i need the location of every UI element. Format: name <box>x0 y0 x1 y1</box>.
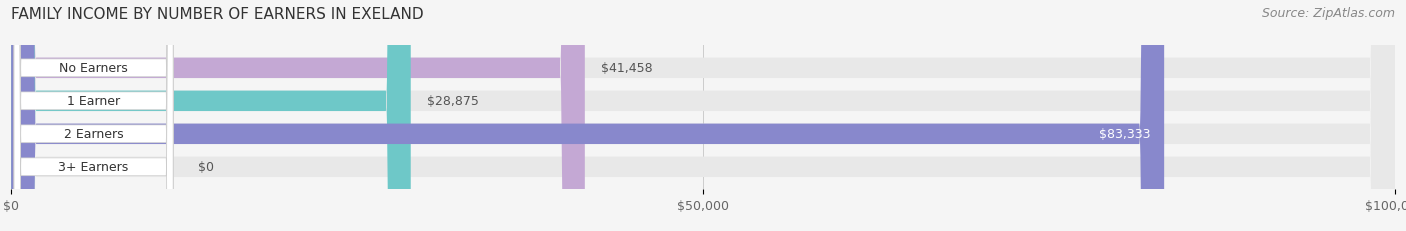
FancyBboxPatch shape <box>11 0 1395 231</box>
FancyBboxPatch shape <box>11 0 411 231</box>
Text: 1 Earner: 1 Earner <box>67 95 120 108</box>
Text: FAMILY INCOME BY NUMBER OF EARNERS IN EXELAND: FAMILY INCOME BY NUMBER OF EARNERS IN EX… <box>11 7 423 22</box>
FancyBboxPatch shape <box>11 0 1395 231</box>
FancyBboxPatch shape <box>11 0 1395 231</box>
Text: $41,458: $41,458 <box>602 62 652 75</box>
FancyBboxPatch shape <box>14 0 173 231</box>
Text: No Earners: No Earners <box>59 62 128 75</box>
FancyBboxPatch shape <box>14 0 173 231</box>
Text: 3+ Earners: 3+ Earners <box>59 161 129 173</box>
Text: 2 Earners: 2 Earners <box>63 128 124 141</box>
FancyBboxPatch shape <box>14 0 173 231</box>
FancyBboxPatch shape <box>11 0 1395 231</box>
Text: Source: ZipAtlas.com: Source: ZipAtlas.com <box>1261 7 1395 20</box>
FancyBboxPatch shape <box>11 0 1164 231</box>
Text: $83,333: $83,333 <box>1099 128 1150 141</box>
Text: $28,875: $28,875 <box>427 95 479 108</box>
Text: $0: $0 <box>198 161 214 173</box>
FancyBboxPatch shape <box>14 0 173 231</box>
FancyBboxPatch shape <box>11 0 585 231</box>
